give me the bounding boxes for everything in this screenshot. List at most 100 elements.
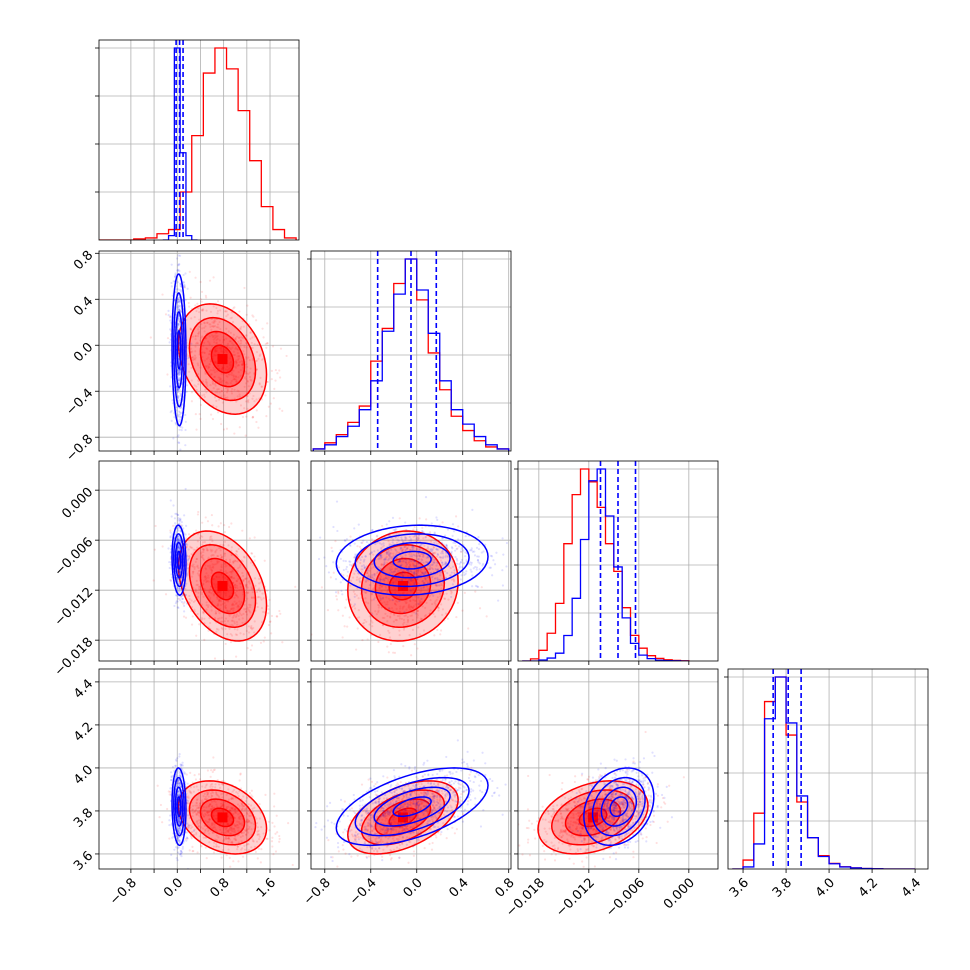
scatter-point — [234, 808, 237, 811]
scatter-point — [178, 377, 181, 380]
scatter-point — [169, 315, 172, 318]
scatter-point — [353, 556, 356, 559]
scatter-point — [239, 815, 243, 818]
scatter-point — [417, 558, 421, 561]
scatter-point — [190, 830, 194, 834]
scatter-point — [229, 331, 232, 334]
scatter-point — [334, 540, 337, 543]
panel-frame — [98, 250, 300, 452]
scatter-point — [435, 584, 438, 587]
scatter-point — [176, 549, 179, 552]
scatter-point — [348, 598, 352, 601]
scatter-point — [365, 565, 369, 568]
scatter-point — [213, 325, 217, 328]
scatter-point — [404, 577, 407, 581]
scatter-point — [244, 577, 248, 580]
scatter-point — [394, 567, 397, 570]
scatter-point — [196, 811, 200, 814]
scatter-point — [246, 407, 249, 410]
scatter-point — [189, 546, 193, 549]
scatter-point — [202, 344, 205, 348]
scatter-point — [245, 828, 249, 832]
scatter-point — [177, 597, 180, 600]
scatter-point — [190, 347, 193, 350]
scatter-point — [246, 400, 249, 403]
scatter-point — [246, 812, 249, 816]
scatter-point — [224, 827, 227, 830]
scatter-point — [246, 597, 249, 600]
scatter-point — [234, 583, 237, 587]
scatter-point — [239, 822, 242, 825]
scatter-point — [175, 406, 178, 409]
scatter-point — [433, 577, 436, 580]
scatter-point — [444, 562, 448, 565]
scatter-point — [223, 540, 227, 543]
scatter-point — [174, 273, 177, 277]
scatter-point — [243, 407, 246, 410]
scatter-point — [240, 802, 244, 805]
scatter-point — [325, 565, 328, 568]
scatter-point — [215, 399, 218, 403]
scatter-point — [176, 287, 179, 291]
scatter-point — [236, 605, 239, 609]
scatter-point — [237, 354, 241, 358]
scatter-point — [177, 305, 180, 308]
scatter-point — [408, 563, 411, 567]
scatter-point — [178, 308, 181, 312]
scatter-point — [230, 316, 234, 319]
scatter-point — [334, 591, 338, 594]
scatter-point — [220, 565, 223, 568]
scatter-point — [178, 571, 181, 574]
scatter-point — [272, 397, 275, 400]
scatter-point — [226, 578, 229, 581]
scatter-point — [230, 379, 233, 383]
scatter-point — [257, 426, 260, 429]
scatter-point — [191, 335, 195, 338]
scatter-point — [410, 654, 413, 657]
scatter-point — [203, 831, 206, 834]
scatter-point — [259, 861, 262, 864]
scatter-point — [378, 584, 381, 587]
scatter-point — [176, 301, 179, 304]
scatter-point — [207, 356, 210, 359]
scatter-point — [191, 565, 195, 568]
scatter-point — [239, 374, 242, 377]
scatter-point — [440, 570, 443, 574]
scatter-point — [389, 562, 392, 565]
scatter-point — [412, 587, 415, 590]
scatter-point — [225, 427, 229, 430]
scatter-point — [409, 574, 413, 578]
scatter-point — [396, 567, 399, 570]
scatter-point — [176, 513, 179, 516]
scatter-point — [218, 590, 221, 594]
scatter-point — [389, 544, 392, 547]
scatter-point — [381, 546, 384, 549]
scatter-point — [400, 536, 403, 539]
scatter-point — [248, 821, 251, 824]
scatter-point — [200, 336, 203, 339]
scatter-point — [335, 598, 339, 601]
scatter-point — [383, 616, 386, 620]
scatter-point — [246, 825, 249, 828]
scatter-point — [232, 607, 235, 610]
scatter-point — [178, 348, 181, 352]
scatter-point — [370, 619, 373, 622]
scatter-point — [213, 841, 216, 844]
scatter-point — [173, 522, 177, 525]
scatter-point — [229, 585, 232, 589]
scatter-point — [242, 574, 245, 578]
scatter-point — [423, 615, 426, 618]
scatter-point — [178, 570, 181, 574]
scatter-point — [214, 361, 217, 364]
scatter-point — [204, 564, 207, 567]
scatter-point — [238, 589, 241, 592]
scatter-point — [416, 572, 419, 575]
scatter-point — [416, 616, 419, 619]
scatter-point — [197, 364, 200, 367]
scatter-point — [176, 538, 179, 541]
scatter-point — [187, 557, 190, 561]
scatter-point — [177, 513, 180, 517]
scatter-point — [176, 387, 179, 390]
scatter-point — [420, 589, 423, 593]
scatter-point — [440, 603, 443, 606]
